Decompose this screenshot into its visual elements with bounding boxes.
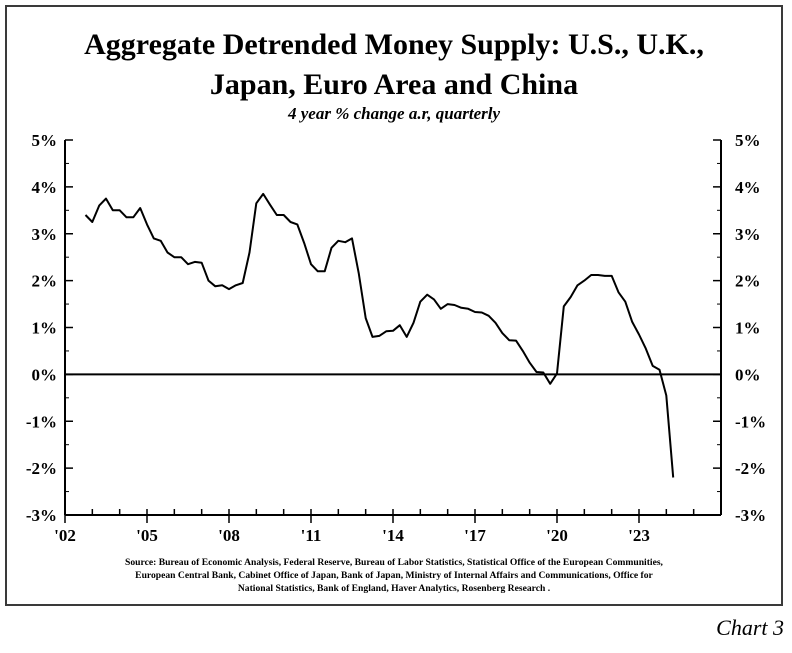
source-line-1: Source: Bureau of Economic Analysis, Fed… [125,557,663,568]
x-tick-label: '08 [218,526,240,545]
y-tick-label-left: 4% [32,178,58,197]
x-tick-label: '14 [382,526,404,545]
y-tick-label-right: 0% [735,365,761,384]
y-tick-label-right: -3% [735,506,766,525]
chart-frame [5,5,783,606]
y-tick-label-right: -1% [735,412,766,431]
x-tick-label: '05 [136,526,158,545]
chart-subtitle: 4 year % change a.r, quarterly [287,104,501,123]
source-line-3: National Statistics, Bank of England, Ha… [237,583,551,594]
y-tick-label-right: 2% [735,272,761,291]
y-tick-label-right: 1% [735,319,761,338]
axis-ticks [64,139,722,523]
x-tick-label: '11 [301,526,322,545]
series-group [84,192,675,478]
y-tick-label-right: -2% [735,459,766,478]
source-line-2: European Central Bank, Cabinet Office of… [135,570,653,581]
y-tick-label-right: 4% [735,178,761,197]
y-tick-label-left: 2% [32,272,58,291]
chart-title-line-2: Japan, Euro Area and China [209,68,579,101]
y-tick-label-right: 3% [735,225,761,244]
series-line-0 [84,192,675,478]
y-tick-label-left: 3% [32,225,58,244]
x-tick-label: '17 [464,526,486,545]
y-tick-label-left: 5% [32,131,58,150]
x-tick-label: '20 [546,526,568,545]
y-tick-label-left: 1% [32,319,58,338]
x-tick-label: '02 [54,526,76,545]
y-tick-label-right: 5% [735,131,761,150]
y-tick-label-left: -3% [26,506,57,525]
source-note: Source: Bureau of Economic Analysis, Fed… [5,556,783,595]
tick-labels: 5% 5% 4% 4% 3% 3% 2% 2% 1% 1% 0% 0% -1% -1% -2% -2% -3% -… [26,131,766,545]
chart-number-label: Chart 3 [716,615,784,640]
y-tick-label-left: -2% [26,459,57,478]
x-tick-label: '23 [628,526,650,545]
plot-axes [64,140,722,516]
y-tick-label-left: 0% [32,365,58,384]
chart-title-line-1: Aggregate Detrended Money Supply: U.S., … [84,28,704,61]
y-tick-label-left: -1% [26,412,57,431]
